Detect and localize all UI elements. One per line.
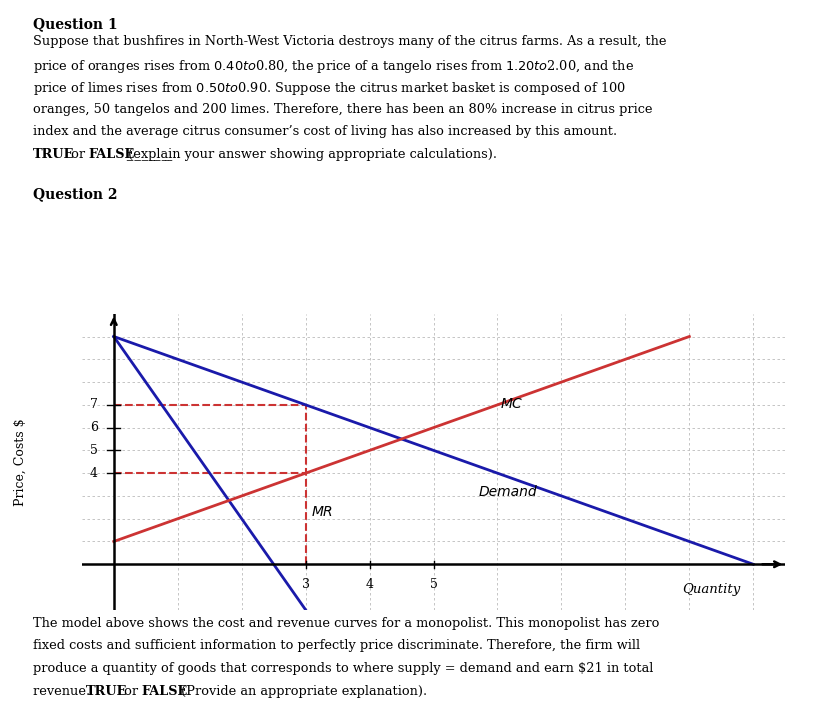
Text: or: or (120, 685, 142, 697)
Text: revenue.: revenue. (33, 685, 94, 697)
Text: 3: 3 (302, 578, 310, 591)
Text: 4: 4 (90, 467, 98, 479)
Text: 6: 6 (90, 421, 98, 434)
Text: Question 1: Question 1 (33, 18, 117, 32)
Text: Price, Costs $: Price, Costs $ (14, 418, 27, 505)
Text: Question 2: Question 2 (33, 187, 117, 201)
Text: fixed costs and sufficient information to perfectly price discriminate. Therefor: fixed costs and sufficient information t… (33, 639, 640, 652)
Text: price of limes rises from $0.50 to $0.90. Suppose the citrus market basket is co: price of limes rises from $0.50 to $0.90… (33, 80, 626, 97)
Text: 7: 7 (90, 398, 98, 411)
Text: index and the average citrus consumer’s cost of living has also increased by thi: index and the average citrus consumer’s … (33, 125, 617, 138)
Text: (̲e̲x̲p̲l̲a̲i̲n your answer showing appropriate calculations).: (̲e̲x̲p̲l̲a̲i̲n your answer showing appr… (124, 148, 497, 161)
Text: Suppose that bushfires in North-West Victoria destroys many of the citrus farms.: Suppose that bushfires in North-West Vic… (33, 35, 666, 48)
Text: TRUE: TRUE (86, 685, 128, 697)
Text: The model above shows the cost and revenue curves for a monopolist. This monopol: The model above shows the cost and reven… (33, 617, 659, 630)
Text: FALSE: FALSE (88, 148, 135, 161)
Text: FALSE: FALSE (142, 685, 188, 697)
Text: 4: 4 (366, 578, 374, 591)
Text: Quantity: Quantity (682, 583, 740, 596)
Text: TRUE: TRUE (33, 148, 74, 161)
Text: price of oranges rises from $0.40 to $0.80, the price of a tangelo rises from $1: price of oranges rises from $0.40 to $0.… (33, 58, 634, 75)
Text: produce a quantity of goods that corresponds to where supply = demand and earn $: produce a quantity of goods that corresp… (33, 662, 653, 675)
Text: 5: 5 (429, 578, 438, 591)
Text: MC: MC (501, 397, 523, 411)
Text: oranges, 50 tangelos and 200 limes. Therefore, there has been an 80% increase in: oranges, 50 tangelos and 200 limes. Ther… (33, 103, 652, 116)
Text: (Provide an appropriate explanation).: (Provide an appropriate explanation). (177, 685, 427, 697)
Text: 5: 5 (90, 444, 98, 457)
Text: Demand: Demand (479, 485, 537, 499)
Text: or: or (67, 148, 89, 161)
Text: MR: MR (312, 505, 334, 520)
